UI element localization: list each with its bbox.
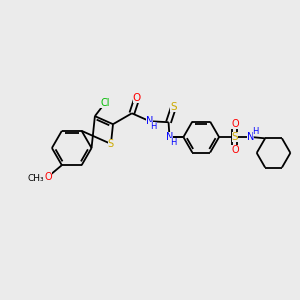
Text: H: H [253,127,259,136]
Text: S: S [232,132,238,142]
Text: H: H [151,122,157,131]
Text: S: S [170,102,177,112]
Text: N: N [166,132,173,142]
Text: H: H [170,137,177,146]
Text: O: O [231,145,239,155]
Text: N: N [247,132,254,142]
Text: S: S [108,139,114,149]
Text: O: O [44,172,52,182]
Text: O: O [231,119,239,129]
Text: N: N [146,116,153,126]
Text: Cl: Cl [100,98,110,108]
Text: CH₃: CH₃ [28,174,45,183]
Text: O: O [133,93,141,103]
